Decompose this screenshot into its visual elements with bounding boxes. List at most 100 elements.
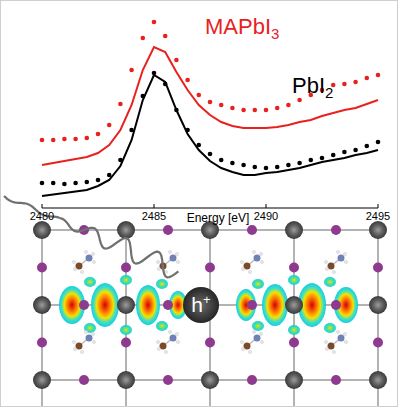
x-axis <box>42 208 378 209</box>
lead-atom <box>369 296 387 314</box>
hydrogen-atom <box>248 350 251 353</box>
iodine-atom <box>163 375 173 385</box>
data-point <box>40 181 45 186</box>
spectrum-chart: MAPbI3PbI22480248524902495Energy [eV] <box>0 0 398 225</box>
fit-curve <box>42 75 378 196</box>
data-point <box>376 73 381 78</box>
density-lobe <box>91 283 119 327</box>
subscript: 3 <box>271 25 279 42</box>
hole-label: h+ <box>191 292 210 316</box>
hydrogen-atom <box>260 340 263 343</box>
hydrogen-atom <box>157 267 160 270</box>
figure: h+MAPbI3PbI22480248524902495Energy [eV] <box>0 0 398 407</box>
hydrogen-atom <box>343 332 346 335</box>
data-point <box>219 103 224 108</box>
x-tick <box>154 204 155 208</box>
nitrogen-atom <box>170 255 177 262</box>
hydrogen-atom <box>157 347 160 350</box>
data-point <box>376 140 381 145</box>
data-point <box>208 100 213 105</box>
hydrogen-atom <box>175 332 178 335</box>
iodine-atom <box>121 263 131 273</box>
data-point <box>320 156 325 161</box>
hydrogen-atom <box>325 347 328 350</box>
hydrogen-atom <box>168 250 171 253</box>
density-lobe <box>262 284 288 326</box>
iodine-atom <box>247 300 257 310</box>
hydrogen-atom <box>92 260 95 263</box>
data-point <box>275 106 280 111</box>
hole-label-base: h <box>191 293 203 316</box>
density-lobe <box>324 277 336 287</box>
iodine-atom <box>331 225 341 235</box>
hydrogen-atom <box>260 260 263 263</box>
crystal-illustration: h+ <box>33 221 387 407</box>
density-lobe <box>136 285 160 325</box>
hydrogen-atom <box>84 250 87 253</box>
fit-curve <box>42 47 378 165</box>
lead-atom <box>117 221 135 239</box>
data-point <box>253 165 258 170</box>
data-point <box>85 180 90 185</box>
data-point <box>208 152 213 157</box>
data-point <box>275 165 280 170</box>
nitrogen-atom <box>338 255 345 262</box>
iodine-atom <box>289 263 299 273</box>
density-lobe <box>84 277 96 287</box>
hydrogen-atom <box>168 330 171 333</box>
x-tick <box>266 204 267 208</box>
hydrogen-atom <box>336 250 339 253</box>
data-point <box>241 163 246 168</box>
x-tick-label: 2495 <box>366 210 390 222</box>
hydrogen-atom <box>176 340 179 343</box>
data-point <box>96 132 101 137</box>
series-label: MAPbI3 <box>205 14 279 42</box>
data-point <box>185 78 190 83</box>
data-point <box>118 102 123 107</box>
data-point <box>73 181 78 186</box>
hydrogen-atom <box>241 347 244 350</box>
hydrogen-atom <box>73 347 76 350</box>
iodine-atom <box>247 375 257 385</box>
lead-atom <box>33 221 51 239</box>
hydrogen-atom <box>343 252 346 255</box>
data-point <box>297 98 302 103</box>
data-point <box>230 161 235 166</box>
data-point <box>73 137 78 142</box>
nitrogen-atom <box>86 335 93 342</box>
data-point <box>342 82 347 87</box>
series-label: PbI2 <box>292 73 333 101</box>
lead-atom <box>285 371 303 389</box>
data-point <box>253 108 258 113</box>
hydrogen-atom <box>176 260 179 263</box>
iodine-atom <box>121 338 131 348</box>
data-point <box>353 80 358 85</box>
lead-atom <box>369 371 387 389</box>
data-point <box>219 158 224 163</box>
data-point <box>40 138 45 143</box>
nitrogen-atom <box>338 335 345 342</box>
data-point <box>62 137 67 142</box>
iodine-atom <box>79 300 89 310</box>
hydrogen-atom <box>240 340 243 343</box>
data-point <box>85 136 90 141</box>
x-tick-label: 2485 <box>142 210 166 222</box>
hole <box>183 287 219 323</box>
data-point <box>230 106 235 111</box>
data-point <box>96 178 101 183</box>
hydrogen-atom <box>80 350 83 353</box>
data-point <box>62 182 67 187</box>
nitrogen-atom <box>254 255 261 262</box>
hydrogen-atom <box>324 340 327 343</box>
iodine-atom <box>37 338 47 348</box>
hydrogen-atom <box>91 252 94 255</box>
hydrogen-atom <box>248 270 251 273</box>
data-point <box>297 161 302 166</box>
data-point <box>129 68 134 73</box>
iodine-atom <box>289 338 299 348</box>
hydrogen-atom <box>72 260 75 263</box>
x-tick-label: 2490 <box>254 210 278 222</box>
density-lobe <box>84 323 96 333</box>
data-point <box>197 93 202 98</box>
lead-atom <box>33 371 51 389</box>
